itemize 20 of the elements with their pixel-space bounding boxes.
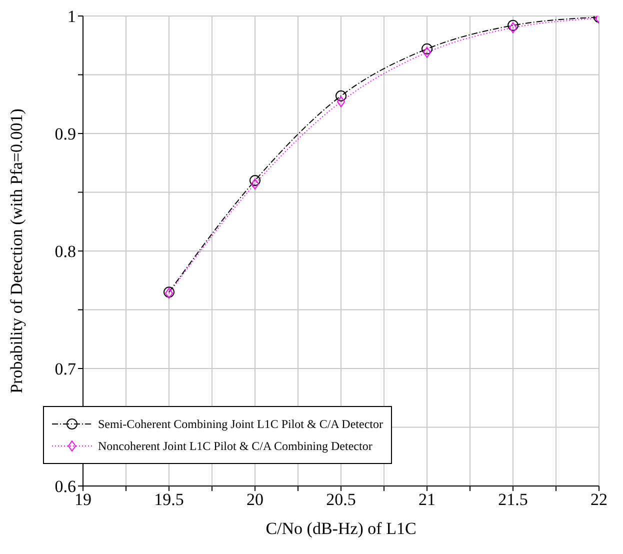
- legend-label: Semi-Coherent Combining Joint L1C Pilot & C/A Detector: [98, 416, 383, 432]
- point: [250, 175, 260, 186]
- x-tick-label: 19.5: [154, 490, 184, 510]
- point: [508, 20, 518, 31]
- x-tick-label: 20: [246, 490, 264, 510]
- y-tick-label: 0.7: [54, 360, 76, 379]
- x-tick-label: 20.5: [326, 490, 356, 510]
- point: [422, 43, 432, 54]
- y-tick-label: 0.9: [54, 124, 76, 144]
- y-tick-label: 0.8: [54, 242, 76, 262]
- y-tick-label: 0.6: [54, 477, 76, 496]
- x-tick-label: 21.5: [498, 490, 528, 510]
- point: [336, 90, 346, 102]
- y-axis-title: Probability of Detection (with Pfa=0.001): [7, 108, 26, 394]
- x-tick-label: 21: [418, 490, 436, 510]
- legend-label: Noncoherent Joint L1C Pilot & C/A Combining Detector: [98, 438, 372, 454]
- x-tick-label: 22: [590, 490, 608, 510]
- y-tick-label: 1: [68, 7, 76, 26]
- x-axis-title: C/No (dB-Hz) of L1C: [266, 519, 416, 538]
- x-tick-label: 19: [74, 490, 92, 510]
